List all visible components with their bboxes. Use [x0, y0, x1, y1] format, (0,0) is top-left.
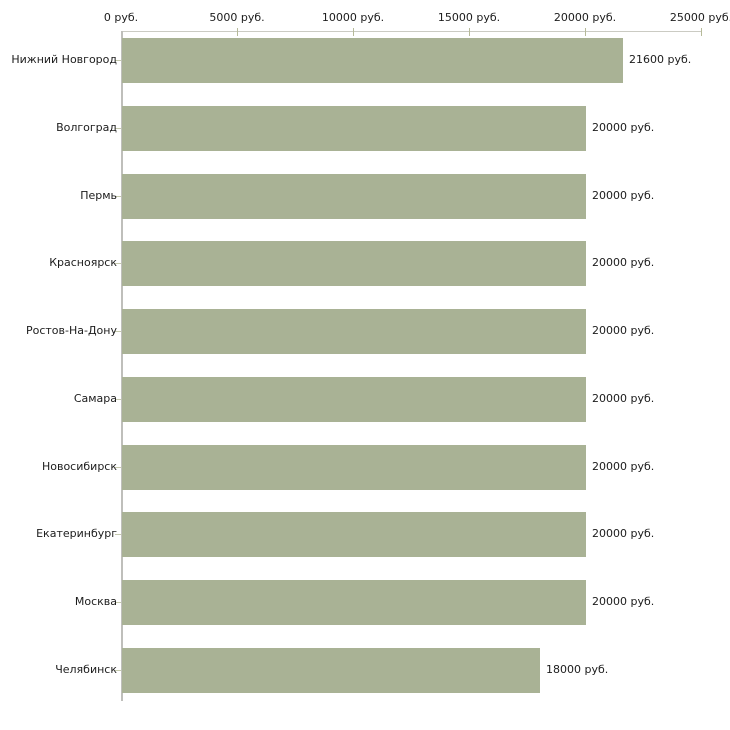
- category-label: Челябинск: [55, 663, 117, 676]
- bar: [122, 648, 540, 693]
- bar: [122, 377, 586, 422]
- value-label: 20000 руб.: [592, 189, 655, 202]
- value-label: 20000 руб.: [592, 460, 655, 473]
- category-tick: [115, 467, 121, 468]
- x-axis-tick: [701, 28, 702, 36]
- y-axis-line: [121, 31, 123, 701]
- x-axis-tick-label: 5000 руб.: [209, 11, 265, 24]
- category-label: Москва: [74, 595, 117, 608]
- category-label: Нижний Новгород: [11, 53, 117, 66]
- value-label: 20000 руб.: [592, 256, 655, 269]
- x-axis-tick-label: 20000 руб.: [553, 11, 617, 24]
- category-tick: [115, 60, 121, 61]
- category-label: Самара: [73, 392, 117, 405]
- value-label: 20000 руб.: [592, 121, 655, 134]
- value-label: 20000 руб.: [592, 595, 655, 608]
- category-label: Волгоград: [56, 121, 117, 134]
- value-label: 20000 руб.: [592, 527, 655, 540]
- value-label: 21600 руб.: [629, 53, 692, 66]
- value-label: 20000 руб.: [592, 324, 655, 337]
- category-label: Красноярск: [49, 256, 117, 269]
- category-label: Ростов-На-Дону: [25, 324, 117, 337]
- bar: [122, 106, 586, 151]
- category-label: Новосибирск: [41, 460, 117, 473]
- bar: [122, 309, 586, 354]
- category-tick: [115, 331, 121, 332]
- category-tick: [115, 602, 121, 603]
- x-axis-tick-label: 0 руб.: [103, 11, 139, 24]
- bar: [122, 38, 623, 83]
- x-axis-tick-label: 15000 руб.: [437, 11, 501, 24]
- category-tick: [115, 128, 121, 129]
- bar: [122, 580, 586, 625]
- category-tick: [115, 399, 121, 400]
- x-axis-tick-label: 25000 руб.: [669, 11, 730, 24]
- x-axis-tick: [469, 28, 470, 36]
- category-tick: [115, 196, 121, 197]
- bar: [122, 445, 586, 490]
- x-axis-tick-label: 10000 руб.: [321, 11, 385, 24]
- x-axis-tick: [353, 28, 354, 36]
- bar: [122, 241, 586, 286]
- bar: [122, 512, 586, 557]
- category-tick: [115, 534, 121, 535]
- category-tick: [115, 670, 121, 671]
- value-label: 20000 руб.: [592, 392, 655, 405]
- x-axis-line: [121, 31, 701, 32]
- x-axis-tick: [237, 28, 238, 36]
- x-axis-tick: [585, 28, 586, 36]
- value-label: 18000 руб.: [546, 663, 609, 676]
- category-label: Екатеринбург: [36, 527, 117, 540]
- bar: [122, 174, 586, 219]
- category-label: Пермь: [80, 189, 117, 202]
- category-tick: [115, 263, 121, 264]
